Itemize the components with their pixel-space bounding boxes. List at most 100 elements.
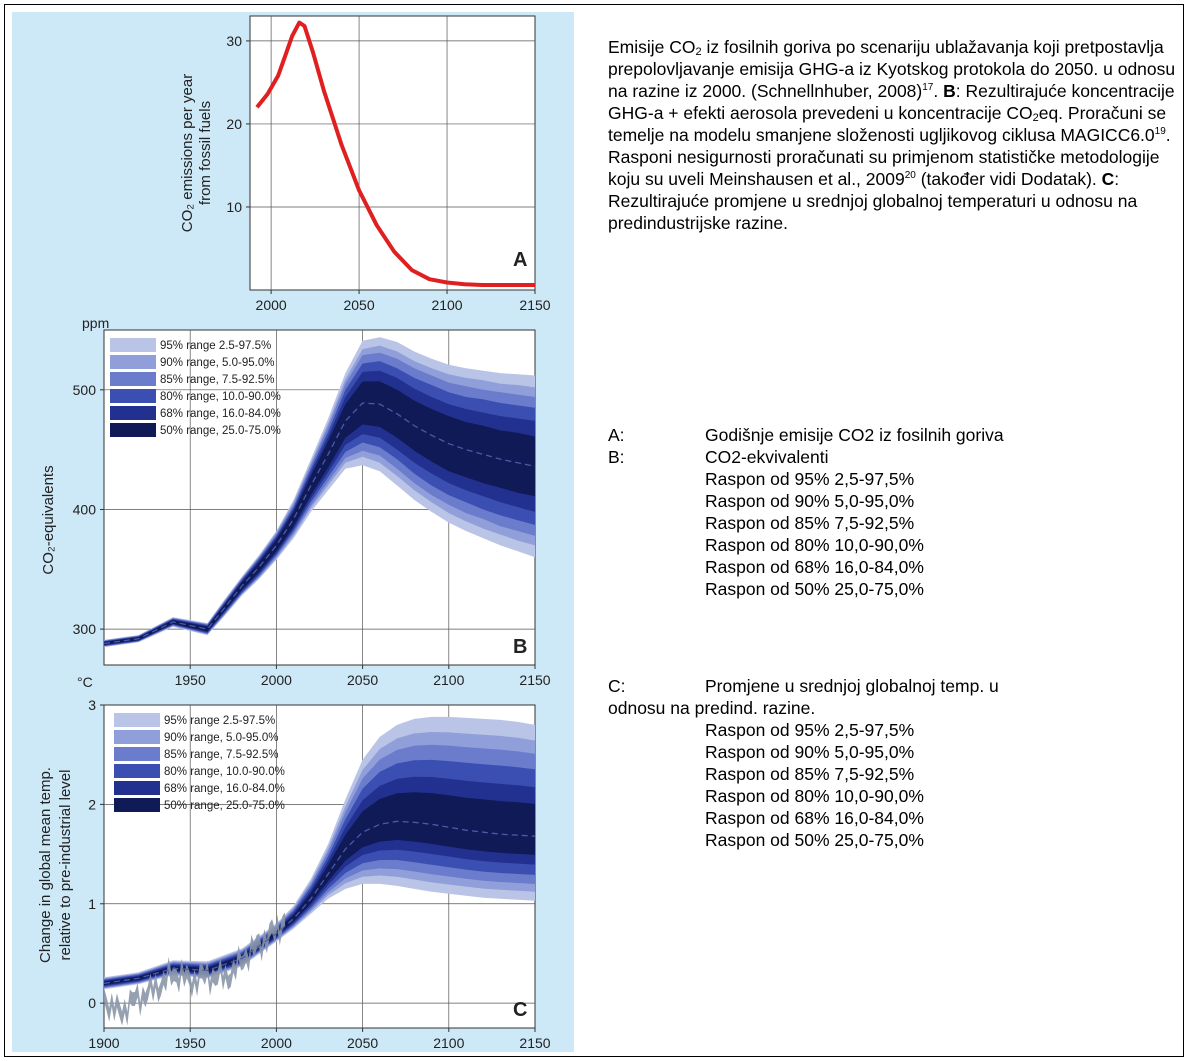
y-tick-label: 10 <box>226 199 242 215</box>
list-val-c-cont: odnosu na predind. razine. <box>608 698 816 718</box>
y-unit-c: °C <box>77 674 93 690</box>
legend-list-ab: A: Godišnje emisije CO2 iz fosilnih goriv… <box>608 424 1178 600</box>
y-tick-label: 0 <box>88 995 96 1011</box>
list-item: Raspon od 68% 16,0-84,0% <box>705 557 924 577</box>
caption-text-b1: : Rezultirajuće koncentracije GHG-a + ef… <box>608 81 1175 123</box>
y-tick-label: 500 <box>73 382 97 398</box>
list-val-b: CO2-ekvivalenti <box>705 447 829 467</box>
y-axis-label-b: CO₂-equivalents <box>40 465 57 574</box>
y-tick-label: 300 <box>73 621 97 637</box>
x-tick-label: 1950 <box>175 1035 206 1051</box>
legend-swatch <box>114 798 160 812</box>
legend-label: 95% range 2.5-97.5% <box>160 340 271 352</box>
caption-sub: 2 <box>1032 112 1039 124</box>
y-unit-b: ppm <box>82 315 109 331</box>
y-tick-label: 1 <box>88 896 96 912</box>
legend-label: 85% range, 7.5-92.5% <box>160 374 274 386</box>
x-tick-label: 2000 <box>261 672 292 688</box>
x-tick-label: 2100 <box>431 297 462 313</box>
list-item: Raspon od 85% 7,5-92,5% <box>705 513 915 533</box>
list-item: Raspon od 90% 5,0-95,0% <box>705 742 915 762</box>
y-axis-label-c: Change in global mean temp. <box>37 767 54 963</box>
caption-b-label: B <box>943 81 956 101</box>
legend-swatch <box>114 747 160 761</box>
x-tick-label: 2000 <box>256 297 287 313</box>
x-tick-label: 1950 <box>175 672 206 688</box>
list-item: Raspon od 80% 10,0-90,0% <box>705 786 924 806</box>
list-key-c: C: <box>608 676 626 696</box>
caption: Emisije CO2 iz fosilnih goriva po scenar… <box>608 37 1176 233</box>
emissions-line <box>255 20 535 287</box>
legend-label: 68% range, 16.0-84.0% <box>164 783 285 795</box>
list-item: Raspon od 80% 10,0-90,0% <box>705 535 924 555</box>
median-line <box>103 402 536 645</box>
legend-label: 80% range, 10.0-90.0% <box>164 766 285 778</box>
y-axis-label-a: CO₂ emissions per year <box>179 74 196 232</box>
y-tick-label: 3 <box>88 697 96 713</box>
caption-ref: 17 <box>922 82 934 93</box>
legend-label: 50% range, 25.0-75.0% <box>160 425 281 437</box>
list-item: Raspon od 90% 5,0-95,0% <box>705 491 915 511</box>
x-tick-label: 2150 <box>519 297 550 313</box>
panel-label-a: A <box>513 249 527 271</box>
caption-ref: 20 <box>904 170 916 181</box>
y-axis-label-a-2: from fossil fuels <box>197 101 214 205</box>
list-item: Raspon od 68% 16,0-84,0% <box>705 808 924 828</box>
list-key-a: A: <box>608 425 625 445</box>
caption-c-label: C <box>1101 169 1115 189</box>
caption-ref: 19 <box>1154 126 1166 137</box>
y-tick-label: 2 <box>88 796 96 812</box>
legend-swatch <box>110 355 156 369</box>
legend-swatch <box>110 406 156 420</box>
x-tick-label: 2150 <box>519 672 550 688</box>
x-tick-label: 2000 <box>261 1035 292 1051</box>
legend-swatch <box>114 713 160 727</box>
legend-label: 95% range 2.5-97.5% <box>164 715 275 727</box>
list-val-a: Godišnje emisije CO2 iz fosilnih goriva <box>705 425 1004 445</box>
legend-swatch <box>114 781 160 795</box>
x-tick-label: 2050 <box>343 297 374 313</box>
caption-text-b4: (također vidi Dodatak). <box>915 169 1102 189</box>
median-line <box>103 820 536 984</box>
y-axis-label-c-2: relative to pre-industrial level <box>57 770 74 961</box>
list-val-c: Promjene u srednjoj globalnoj temp. u <box>705 676 999 696</box>
x-tick-label: 2050 <box>347 1035 378 1051</box>
x-tick-label: 2100 <box>433 1035 464 1051</box>
legend-label: 85% range, 7.5-92.5% <box>164 749 278 761</box>
y-tick-label: 20 <box>226 116 242 132</box>
legend-label: 68% range, 16.0-84.0% <box>160 408 281 420</box>
plot-area <box>249 15 536 291</box>
list-item: Raspon od 85% 7,5-92,5% <box>705 764 915 784</box>
y-tick-label: 400 <box>73 501 97 517</box>
caption-text-c: : Rezultirajuće promjene u srednjoj glob… <box>608 169 1138 233</box>
list-item: Raspon od 50% 25,0-75,0% <box>705 830 924 850</box>
legend-swatch <box>114 730 160 744</box>
legend-swatch <box>110 372 156 386</box>
legend-swatch <box>110 423 156 437</box>
legend-swatch <box>110 338 156 352</box>
list-item: Raspon od 50% 25,0-75,0% <box>705 579 924 599</box>
caption-text-a2: iz fosilnih goriva po scenariju ublažava… <box>608 37 1176 101</box>
list-item: Raspon od 95% 2,5-97,5% <box>705 720 915 740</box>
x-tick-label: 2150 <box>519 1035 550 1051</box>
legend-swatch <box>110 389 156 403</box>
x-tick-label: 2100 <box>433 672 464 688</box>
list-item: Raspon od 95% 2,5-97,5% <box>705 469 915 489</box>
y-tick-label: 30 <box>226 33 242 49</box>
caption-text-b3: . Rasponi nesigurnosti proračunati su pr… <box>608 125 1171 189</box>
legend-list-c: C: Promjene u srednjoj globalnoj temp. u … <box>608 675 1178 851</box>
figure-frame <box>4 4 1184 1057</box>
caption-sub: 2 <box>695 46 702 58</box>
caption-text-a: Emisije CO <box>608 37 696 57</box>
legend-label: 90% range, 5.0-95.0% <box>164 732 278 744</box>
panel-label-b: B <box>513 636 527 658</box>
panel-label-c: C <box>513 999 527 1021</box>
caption-text-b2: eq. Proračuni se temelje na modelu smanj… <box>608 103 1167 145</box>
legend-label: 90% range, 5.0-95.0% <box>160 357 274 369</box>
x-tick-label: 1900 <box>88 1035 119 1051</box>
x-tick-label: 2050 <box>347 672 378 688</box>
list-key-b: B: <box>608 447 625 467</box>
legend-label: 50% range, 25.0-75.0% <box>164 800 285 812</box>
uncertainty-band <box>104 381 535 645</box>
